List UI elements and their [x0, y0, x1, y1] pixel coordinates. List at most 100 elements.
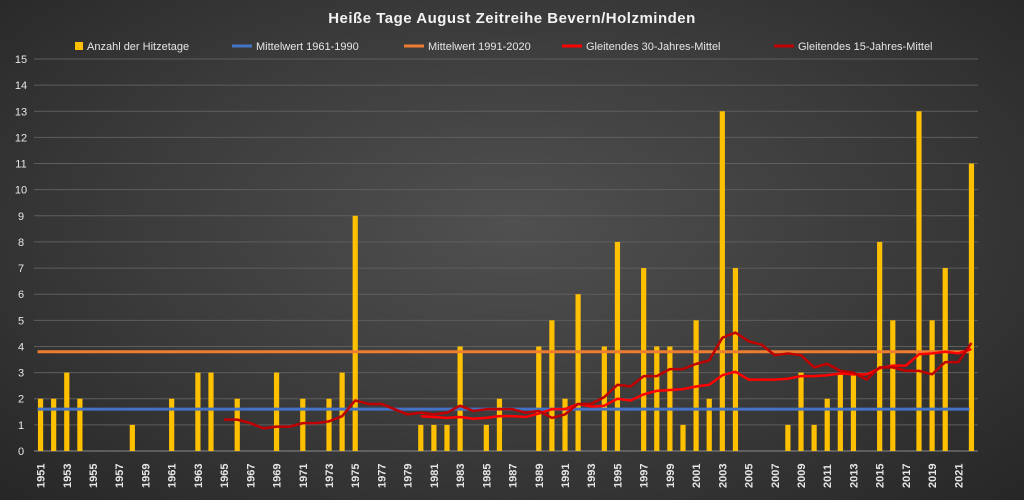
bar-2022	[968, 163, 975, 452]
x-tick-label: 1999	[665, 464, 677, 488]
legend-label: Gleitendes 30-Jahres-Mittel	[586, 41, 721, 53]
x-tick-label: 2001	[691, 464, 703, 488]
y-tick-label: 6	[18, 289, 24, 301]
legend-swatch	[75, 42, 83, 50]
bar-2003	[719, 111, 725, 452]
x-tick-label: 1969	[272, 464, 284, 488]
y-tick-label: 0	[18, 446, 24, 458]
bar-1958	[129, 424, 135, 451]
bar-2011	[824, 398, 830, 451]
bar-1951	[37, 398, 44, 451]
x-tick-label: 1957	[114, 464, 126, 488]
y-tick-label: 14	[15, 80, 27, 92]
bar-1995	[614, 241, 621, 451]
x-tick-label: 1971	[298, 464, 310, 488]
x-tick-label: 2015	[875, 464, 887, 488]
bar-1953	[64, 372, 70, 451]
x-tick-label: 1983	[455, 464, 467, 488]
x-tick-label: 1963	[193, 464, 205, 488]
y-tick-label: 7	[18, 263, 24, 275]
x-tick-label: 2007	[770, 464, 782, 488]
x-tick-label: 1981	[429, 464, 441, 488]
bar-1992	[575, 294, 581, 451]
bar-2000	[680, 424, 686, 451]
chart-title: Heiße Tage August Zeitreihe Bevern/Holzm…	[328, 10, 696, 27]
bar-1964	[208, 372, 214, 451]
x-tick-label: 1951	[36, 464, 48, 488]
x-tick-label: 1987	[508, 464, 520, 488]
y-tick-label: 10	[15, 185, 27, 197]
bar-1990	[549, 320, 555, 451]
y-tick-label: 12	[15, 132, 27, 144]
bar-1997	[641, 268, 647, 451]
x-tick-label: 2011	[822, 464, 834, 488]
x-tick-label: 1959	[140, 464, 152, 488]
x-tick-label: 2005	[744, 464, 756, 488]
bar-1989	[536, 346, 542, 451]
bar-1969	[273, 372, 280, 451]
bar-1954	[77, 398, 83, 451]
y-tick-label: 1	[18, 420, 24, 432]
y-tick-label: 8	[18, 237, 24, 249]
bar-1961	[169, 398, 175, 451]
x-tick-label: 1955	[88, 464, 100, 488]
x-tick-label: 1989	[534, 464, 546, 488]
bar-2013	[850, 372, 857, 451]
legend-label: Anzahl der Hitzetage	[87, 41, 189, 53]
bar-2012	[837, 372, 843, 451]
bar-1952	[51, 398, 57, 451]
bar-2008	[785, 424, 791, 451]
bar-2020	[942, 268, 948, 451]
bar-1983	[457, 346, 463, 451]
y-tick-label: 5	[18, 315, 24, 327]
bar-1994	[601, 346, 607, 451]
bar-2019	[929, 320, 935, 451]
x-tick-label: 1965	[219, 464, 231, 488]
y-tick-label: 3	[18, 368, 24, 380]
legend-label: Mittelwert 1991-2020	[428, 41, 531, 53]
y-tick-label: 4	[18, 341, 24, 353]
bar-2018	[916, 111, 922, 452]
bar-1963	[195, 372, 201, 451]
bar-2015	[877, 241, 883, 451]
bar-1986	[496, 398, 503, 451]
bar-1999	[667, 346, 673, 451]
bar-2009	[798, 372, 804, 451]
bar-1981	[431, 424, 437, 451]
bar-2004	[732, 268, 739, 451]
x-tick-label: 1973	[324, 464, 336, 488]
x-tick-label: 1953	[62, 464, 74, 488]
moving-average-15	[224, 331, 973, 430]
x-tick-label: 1995	[612, 464, 624, 488]
y-tick-label: 15	[15, 54, 27, 66]
x-tick-label: 2017	[901, 464, 913, 488]
y-tick-label: 11	[15, 159, 26, 171]
x-tick-label: 1985	[481, 464, 493, 488]
x-tick-label: 2021	[953, 464, 965, 488]
bar-1973	[326, 398, 332, 451]
bar-1982	[444, 424, 450, 451]
x-tick-label: 1975	[350, 464, 362, 488]
legend-label: Mittelwert 1961-1990	[256, 41, 359, 53]
bar-1985	[483, 424, 489, 451]
x-tick-label: 1993	[586, 464, 598, 488]
x-tick-label: 2009	[796, 464, 808, 488]
bar-1966	[234, 398, 240, 451]
x-tick-label: 2013	[848, 464, 860, 488]
x-tick-label: 1967	[245, 464, 257, 488]
bar-1991	[562, 398, 568, 451]
x-tick-label: 2019	[927, 464, 939, 488]
bar-1974	[339, 372, 345, 451]
y-tick-label: 2	[18, 394, 24, 406]
bar-2010	[811, 424, 817, 451]
x-tick-label: 1997	[639, 464, 651, 488]
x-tick-label: 1977	[376, 464, 388, 488]
y-tick-label: 9	[18, 211, 24, 223]
y-tick-label: 13	[15, 106, 27, 118]
bar-2016	[890, 320, 896, 451]
bar-2002	[706, 398, 712, 451]
x-tick-label: 2003	[717, 464, 729, 488]
bar-1975	[352, 215, 358, 451]
x-tick-label: 1991	[560, 464, 572, 488]
